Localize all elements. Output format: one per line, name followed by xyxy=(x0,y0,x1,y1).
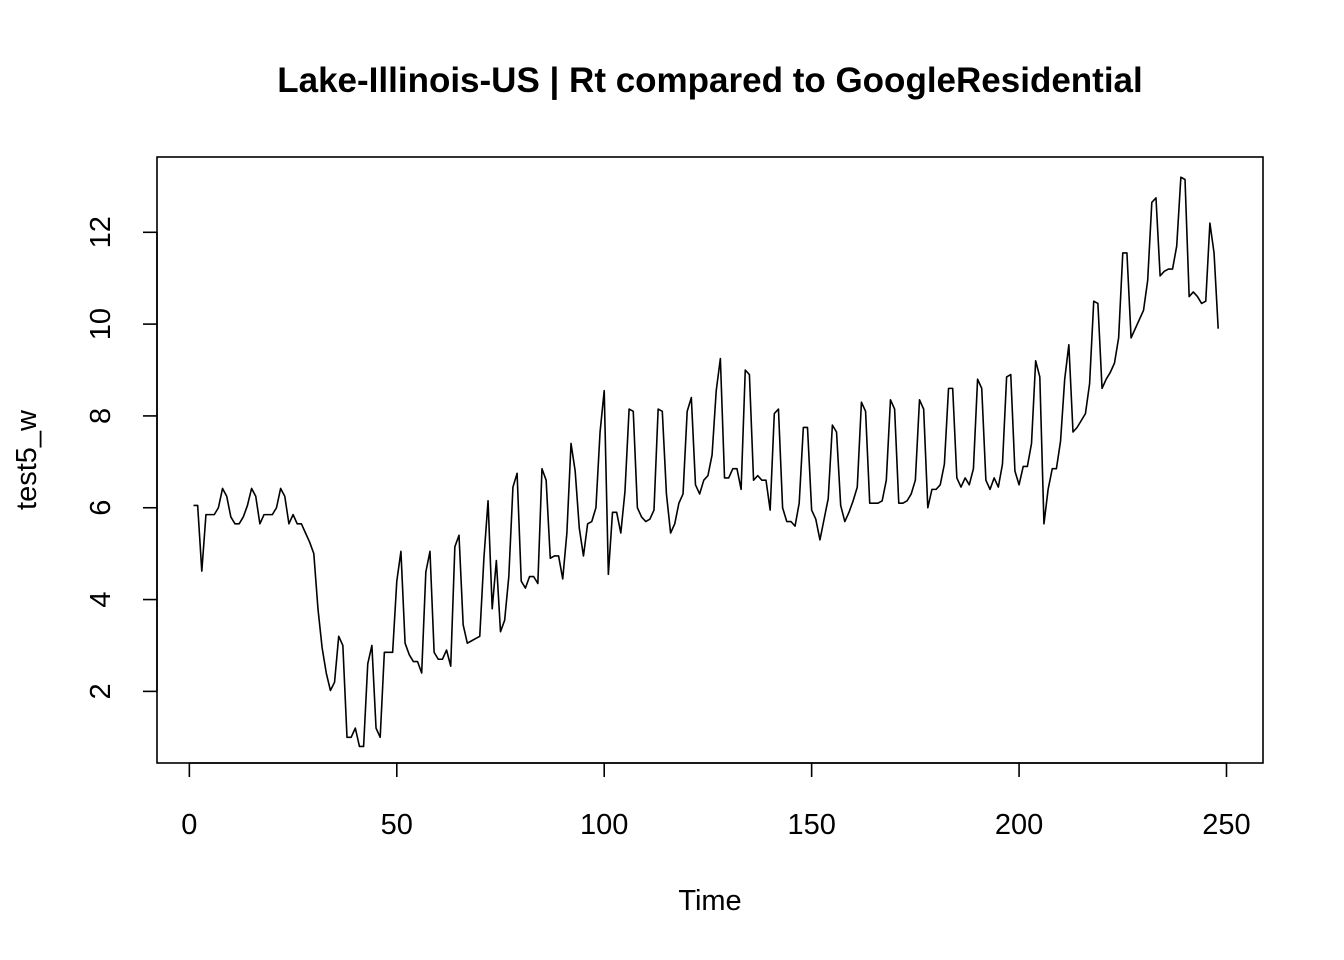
x-tick-label: 250 xyxy=(1202,809,1250,841)
series-layer xyxy=(193,176,1219,748)
plot-frame xyxy=(156,156,1264,764)
x-axis-label: Time xyxy=(678,885,741,917)
x-tick-label: 50 xyxy=(381,809,413,841)
y-axis-label: test5_w xyxy=(11,409,43,510)
chart-title: Lake-Illinois-US | Rt compared to Google… xyxy=(277,61,1142,100)
x-tick-label: 100 xyxy=(580,809,628,841)
y-tick-label: 6 xyxy=(85,500,117,516)
y-tick-label: 4 xyxy=(85,591,117,607)
y-axis: 2 4 6 8 10 12 xyxy=(85,216,158,699)
x-tick-label: 150 xyxy=(787,809,835,841)
y-tick-label: 2 xyxy=(85,683,117,699)
x-tick-label: 200 xyxy=(995,809,1043,841)
x-tick-label: 0 xyxy=(181,809,197,841)
y-tick-label: 10 xyxy=(85,308,117,340)
series-line xyxy=(193,176,1219,748)
x-axis: 0 50 100 150 200 250 xyxy=(181,762,1251,841)
y-tick-label: 12 xyxy=(85,216,117,248)
y-tick-label: 8 xyxy=(85,408,117,424)
